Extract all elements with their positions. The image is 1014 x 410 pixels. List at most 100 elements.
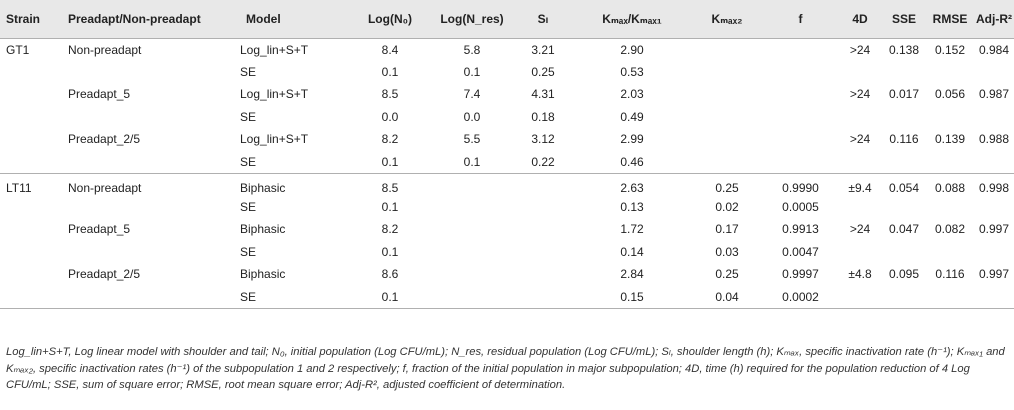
cell-f xyxy=(763,128,838,151)
cell-model: SE xyxy=(240,64,257,79)
cell-kmax: 2.84 xyxy=(620,267,644,282)
table-footnote: Log_lin+S+T, Log linear model with shoul… xyxy=(6,346,1005,391)
cell-strain xyxy=(0,83,62,106)
cell-kmax: 2.99 xyxy=(620,132,644,147)
cell-preadapt xyxy=(62,196,240,219)
cell-sse: 0.116 xyxy=(889,132,919,147)
cell-f xyxy=(763,61,838,84)
col-model: Model xyxy=(240,0,349,39)
cell-4d: ±4.8 xyxy=(848,267,872,282)
table-row: LT11 Non-preadapt Biphasic 8.5 2.63 0.25… xyxy=(0,173,1014,196)
cell-sse xyxy=(882,285,926,309)
cell-f: 0.9997 xyxy=(782,267,819,282)
cell-sse: 0.017 xyxy=(888,87,920,102)
col-logNres: Log(N_res) xyxy=(431,0,513,39)
col-strain: Strain xyxy=(0,0,62,39)
cell-4d: >24 xyxy=(849,222,871,237)
cell-sse xyxy=(882,241,926,264)
cell-f: 0.0047 xyxy=(782,244,819,259)
cell-kmax: 2.63 xyxy=(620,180,644,195)
cell-kmax2: 0.03 xyxy=(715,244,739,259)
cell-sse: 0.138 xyxy=(888,42,920,57)
cell-4d: >24 xyxy=(849,87,871,102)
table-row: Preadapt_2/5 Biphasic 8.6 2.84 0.25 0.99… xyxy=(0,263,1014,286)
cell-sl xyxy=(513,196,573,219)
cell-strain xyxy=(0,128,62,151)
cell-4d xyxy=(838,285,882,309)
cell-rmse: 0.139 xyxy=(934,132,966,147)
col-logN0: Log(N₀) xyxy=(349,0,431,39)
cell-logN0: 0.1 xyxy=(381,64,399,79)
table-row: SE 0.1 0.15 0.04 0.0002 xyxy=(0,285,1014,309)
cell-4d: >24 xyxy=(849,42,871,57)
cell-preadapt xyxy=(62,241,240,264)
cell-preadapt: Non-preadapt xyxy=(68,42,142,57)
cell-f xyxy=(763,106,838,129)
cell-model: SE xyxy=(240,109,257,124)
col-preadapt: Preadapt/Non-preadapt xyxy=(62,0,240,39)
table-row: GT1 Non-preadapt Log_lin+S+T 8.4 5.8 3.2… xyxy=(0,38,1014,61)
cell-4d: ±9.4 xyxy=(848,180,872,195)
cell-logN0: 0.1 xyxy=(349,285,431,309)
cell-4d xyxy=(838,241,882,264)
table-row: Preadapt_5 Log_lin+S+T 8.5 7.4 4.31 2.03… xyxy=(0,83,1014,106)
cell-kmax: 2.03 xyxy=(620,87,644,102)
col-sse: SSE xyxy=(882,0,926,39)
cell-rmse xyxy=(926,196,974,219)
cell-preadapt: Non-preadapt xyxy=(68,180,142,195)
cell-adjr2 xyxy=(974,150,1014,174)
cell-f: 0.0002 xyxy=(763,285,838,309)
cell-sl: 0.18 xyxy=(531,109,555,124)
cell-logNres xyxy=(431,173,513,196)
cell-adjr2: 0.984 xyxy=(978,42,1010,57)
cell-strain xyxy=(0,263,62,286)
cell-logNres xyxy=(431,285,513,309)
cell-sse: 0.095 xyxy=(888,267,920,282)
cell-kmax: 0.46 xyxy=(573,150,691,174)
cell-kmax: 0.13 xyxy=(620,199,644,214)
table-row: Preadapt_5 Biphasic 8.2 1.72 0.17 0.9913… xyxy=(0,218,1014,241)
cell-adjr2: 0.998 xyxy=(978,180,1010,195)
col-4d: 4D xyxy=(838,0,882,39)
cell-rmse xyxy=(926,285,974,309)
cell-logNres: 5.5 xyxy=(463,132,481,147)
cell-sl xyxy=(513,173,573,196)
col-adjr2: Adj-R² xyxy=(974,0,1014,39)
cell-preadapt xyxy=(62,150,240,174)
cell-sl xyxy=(513,285,573,309)
cell-f: 0.9913 xyxy=(782,222,819,237)
cell-strain xyxy=(0,150,62,174)
cell-strain xyxy=(0,106,62,129)
header-row: Strain Preadapt/Non-preadapt Model Log(N… xyxy=(0,0,1014,39)
cell-model: Biphasic xyxy=(240,222,286,237)
cell-strain xyxy=(0,61,62,84)
cell-sl: 4.31 xyxy=(531,87,555,102)
cell-kmax: 2.90 xyxy=(620,42,644,57)
cell-sse xyxy=(882,196,926,219)
cell-logN0: 8.2 xyxy=(381,222,399,237)
table-row: SE 0.1 0.1 0.25 0.53 xyxy=(0,61,1014,84)
cell-kmax2: 0.25 xyxy=(715,267,739,282)
cell-logNres xyxy=(431,241,513,264)
col-sl: Sₗ xyxy=(513,0,573,39)
cell-rmse: 0.116 xyxy=(935,267,965,282)
cell-rmse xyxy=(926,106,974,129)
table-row: Preadapt_2/5 Log_lin+S+T 8.2 5.5 3.12 2.… xyxy=(0,128,1014,151)
cell-f xyxy=(763,150,838,174)
col-kmax2: Kₘₐₓ₂ xyxy=(691,0,763,39)
cell-4d: >24 xyxy=(849,132,871,147)
cell-kmax2 xyxy=(691,61,763,84)
cell-sse: 0.054 xyxy=(888,180,920,195)
cell-logNres xyxy=(431,218,513,241)
cell-preadapt: Preadapt_2/5 xyxy=(68,267,141,282)
col-rmse: RMSE xyxy=(926,0,974,39)
cell-kmax: 0.53 xyxy=(620,64,644,79)
cell-f: 0.0005 xyxy=(782,199,819,214)
cell-rmse: 0.088 xyxy=(934,180,966,195)
cell-kmax2: 0.02 xyxy=(715,199,739,214)
table-header: Strain Preadapt/Non-preadapt Model Log(N… xyxy=(0,0,1014,39)
cell-kmax: 0.49 xyxy=(620,109,644,124)
cell-4d xyxy=(838,61,882,84)
cell-rmse: 0.056 xyxy=(934,87,966,102)
cell-logN0: 0.1 xyxy=(349,150,431,174)
